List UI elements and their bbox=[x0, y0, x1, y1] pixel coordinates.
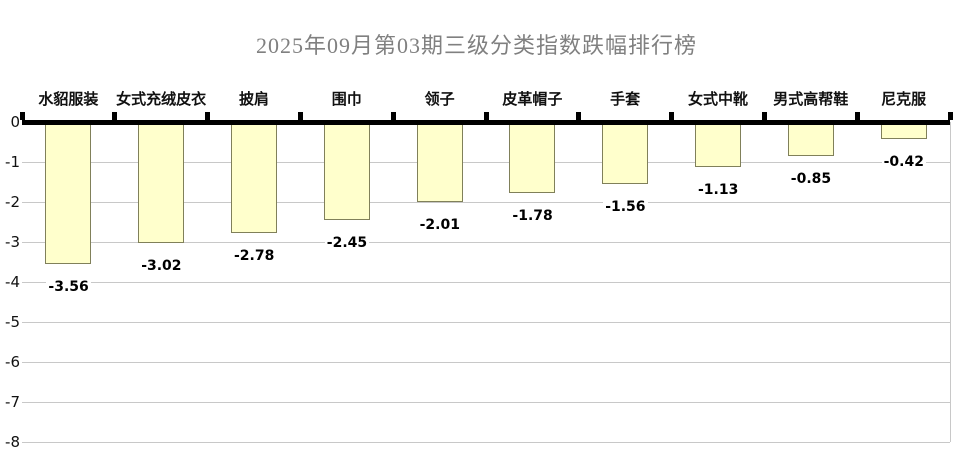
axis-tick bbox=[761, 112, 767, 120]
axis-tick bbox=[390, 112, 396, 120]
bar bbox=[695, 122, 741, 168]
bar bbox=[416, 122, 463, 203]
value-label: -2.01 bbox=[417, 217, 462, 234]
axis-tick bbox=[297, 112, 303, 120]
axis-tick bbox=[576, 112, 582, 120]
value-label: -1.56 bbox=[603, 199, 648, 216]
axis-tick bbox=[19, 112, 25, 120]
category-label: 女式中靴 bbox=[687, 92, 748, 108]
gridline bbox=[22, 402, 950, 403]
bar bbox=[138, 122, 185, 243]
category-label: 女式充绒皮衣 bbox=[116, 92, 207, 108]
gridline bbox=[22, 442, 950, 443]
category-label: 围巾 bbox=[331, 92, 362, 108]
category-label: 男式高帮鞋 bbox=[773, 92, 849, 108]
category-label: 尼克服 bbox=[881, 92, 927, 108]
y-axis-label: -7 bbox=[5, 393, 20, 411]
y-axis-label: -2 bbox=[5, 193, 20, 211]
category-label: 披肩 bbox=[238, 92, 269, 108]
category-label: 皮革帽子 bbox=[502, 92, 563, 108]
value-label: -0.42 bbox=[881, 153, 926, 170]
y-axis-label: 0 bbox=[10, 113, 20, 131]
value-label: -3.56 bbox=[46, 279, 91, 296]
axis-tick bbox=[669, 112, 675, 120]
y-axis-label: -1 bbox=[5, 153, 20, 171]
y-axis-label: -6 bbox=[5, 353, 20, 371]
bar bbox=[45, 122, 92, 265]
bar bbox=[787, 122, 834, 156]
gridline bbox=[22, 282, 950, 283]
gridline bbox=[22, 202, 950, 203]
value-label: -1.78 bbox=[510, 208, 555, 225]
chart-title: 2025年09月第03期三级分类指数跌幅排行榜 bbox=[255, 33, 697, 58]
bar bbox=[602, 122, 649, 185]
axis-tick bbox=[854, 112, 860, 120]
y-axis-label: -5 bbox=[5, 313, 20, 331]
zero-axis-line bbox=[22, 120, 950, 125]
bar bbox=[323, 122, 370, 220]
value-label: -2.45 bbox=[324, 235, 370, 251]
value-label: -2.78 bbox=[232, 248, 277, 265]
gridline bbox=[22, 322, 950, 323]
value-label: -3.02 bbox=[139, 257, 184, 274]
category-label: 水貂服装 bbox=[38, 92, 99, 108]
y-axis-label: -8 bbox=[5, 433, 20, 451]
y-axis-label: -4 bbox=[5, 273, 20, 291]
bar bbox=[231, 122, 277, 234]
gridline bbox=[22, 242, 950, 243]
axis-tick bbox=[112, 112, 118, 120]
category-label: 领子 bbox=[424, 92, 455, 108]
axis-tick bbox=[483, 112, 489, 120]
axis-tick bbox=[947, 112, 953, 120]
axis-tick bbox=[205, 112, 211, 120]
bar bbox=[509, 122, 556, 194]
value-label: -0.85 bbox=[788, 171, 834, 187]
gridline bbox=[22, 162, 950, 163]
value-label: -1.13 bbox=[696, 182, 741, 199]
plot-right-border bbox=[950, 122, 951, 442]
y-axis-label: -3 bbox=[5, 233, 20, 251]
category-label: 手套 bbox=[610, 92, 641, 108]
gridline bbox=[22, 362, 950, 363]
